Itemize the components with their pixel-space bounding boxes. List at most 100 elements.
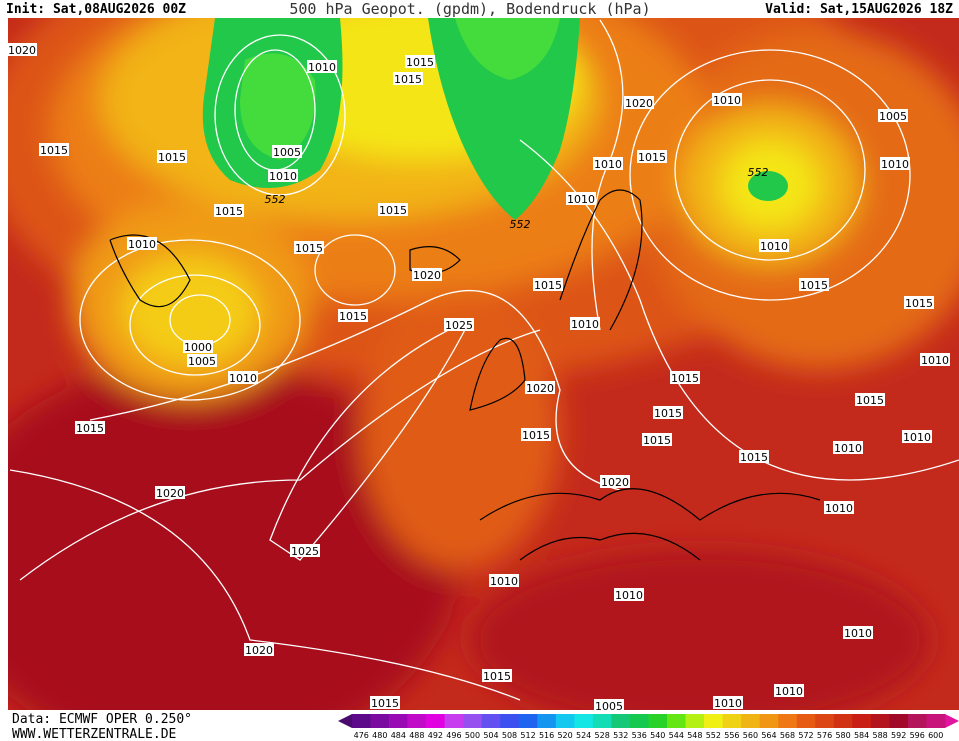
colorbar-box [778,714,798,728]
isobar-label: 1010 [571,318,599,331]
colorbar-arrow-right [945,714,959,728]
isobar-label: 1005 [879,110,907,123]
isobar-label-bg [214,204,244,217]
isobar-label-bg [593,157,623,170]
map-title: 500 hPa Geopot. (gpdm), Bodendruck (hPa) [289,0,650,18]
isobar-label: 1010 [775,685,803,698]
colorbar-label: 512 [520,731,535,740]
isobar-label-bg [600,475,630,488]
isobar-label-bg [307,60,337,73]
colorbar-box [518,714,538,728]
colorbar-box [833,714,853,728]
isobar-label-bg [824,501,854,514]
isobar-label: 1015 [654,407,682,420]
isobar-label-bg [405,55,435,68]
isobar-label-bg [272,145,302,158]
isobar-label-bg [482,669,512,682]
isobar-label: 1025 [291,545,319,558]
isobar-label: 1015 [740,451,768,464]
colorbar-box [852,714,872,728]
isobar-label-bg [489,574,519,587]
isobars [9,19,959,701]
colorbar-label: 568 [780,731,795,740]
isobar-label-bg [412,268,442,281]
colorbar-label: 556 [724,731,739,740]
colorbar-label: 592 [891,731,906,740]
isobar-label: 1020 [156,487,184,500]
colorbar-box [500,714,520,728]
isobar-label-bg [566,192,596,205]
isobar-label: 1015 [406,56,434,69]
isobar-label: 552 [265,193,286,206]
isobar-label-bg [570,317,600,330]
colorbar-box [870,714,890,728]
isobar-label: 1010 [834,442,862,455]
isobar-label: 1005 [188,355,216,368]
colorbar-label: 588 [873,731,888,740]
colorbar-label: 600 [928,731,943,740]
isobar-label-bg [157,150,187,163]
isobar-label-bg [187,354,217,367]
isobar-label-bg [244,643,274,656]
colorbar-label: 516 [539,731,554,740]
isobar-label: 1010 [567,193,595,206]
isobar-label-bg [294,241,324,254]
colorbar-label: 560 [743,731,758,740]
isobar-label-bg [713,696,743,709]
isobar-label: 1010 [921,354,949,367]
isobar-label-bg [920,353,950,366]
colorbar-label: 580 [835,731,850,740]
colorbar-label: 532 [613,731,628,740]
isobar-label: 1010 [308,61,336,74]
isobar-label: 1010 [825,502,853,515]
colorbar-box [537,714,557,728]
isobar-label: 1015 [339,310,367,323]
colorbar-label: 528 [595,731,610,740]
colorbar-box [648,714,668,728]
colorbar-label: 524 [576,731,591,740]
isobar-label-bg [642,433,672,446]
colorbar-label: 584 [854,731,869,740]
valid-time: Valid: Sat,15AUG2026 18Z [765,2,953,17]
colorbar-box [907,714,927,728]
isobar-label-bg [878,109,908,122]
isobar-label-bg [904,296,934,309]
colorbar-box [722,714,742,728]
isobar-label-bg [290,544,320,557]
isobar-label-bg [880,157,910,170]
colorbar-arrow-left [338,714,352,728]
isobar-label: 1010 [714,697,742,710]
colorbar-label: 572 [798,731,813,740]
isobar-label: 1015 [522,429,550,442]
colorbar-box [463,714,483,728]
colorbar-label: 548 [687,731,702,740]
isobar-label-bg [155,486,185,499]
colorbar-box [667,714,686,728]
isobar-label: 1020 [8,44,36,57]
isobar-label: 1005 [595,700,623,713]
isobar-label-bg [759,239,789,252]
isobar-label: 1015 [638,151,666,164]
isobar-label-bg [8,43,37,56]
colorbar-box [407,714,427,728]
isobar-label-bg [228,371,258,384]
colorbar-box [352,714,371,728]
isobar-label: 1010 [594,158,622,171]
header-bar [0,0,959,18]
isobar-label-bg [525,381,555,394]
isobar-label: 552 [748,166,769,179]
isobar-label-bg [39,143,69,156]
isobar-label: 1015 [671,372,699,385]
isobar-label-bg [268,169,298,182]
isobar-label: 1010 [128,238,156,251]
colorbar-box [555,714,575,728]
colorbar-label: 564 [761,731,776,740]
colorbar-box [444,714,464,728]
colorbar-label: 484 [391,731,406,740]
colorbar-box [370,714,390,728]
colorbar-label: 536 [632,731,647,740]
isobar-label: 1010 [269,170,297,183]
isobar-label: 1020 [413,269,441,282]
isobar-label-bg [521,428,551,441]
